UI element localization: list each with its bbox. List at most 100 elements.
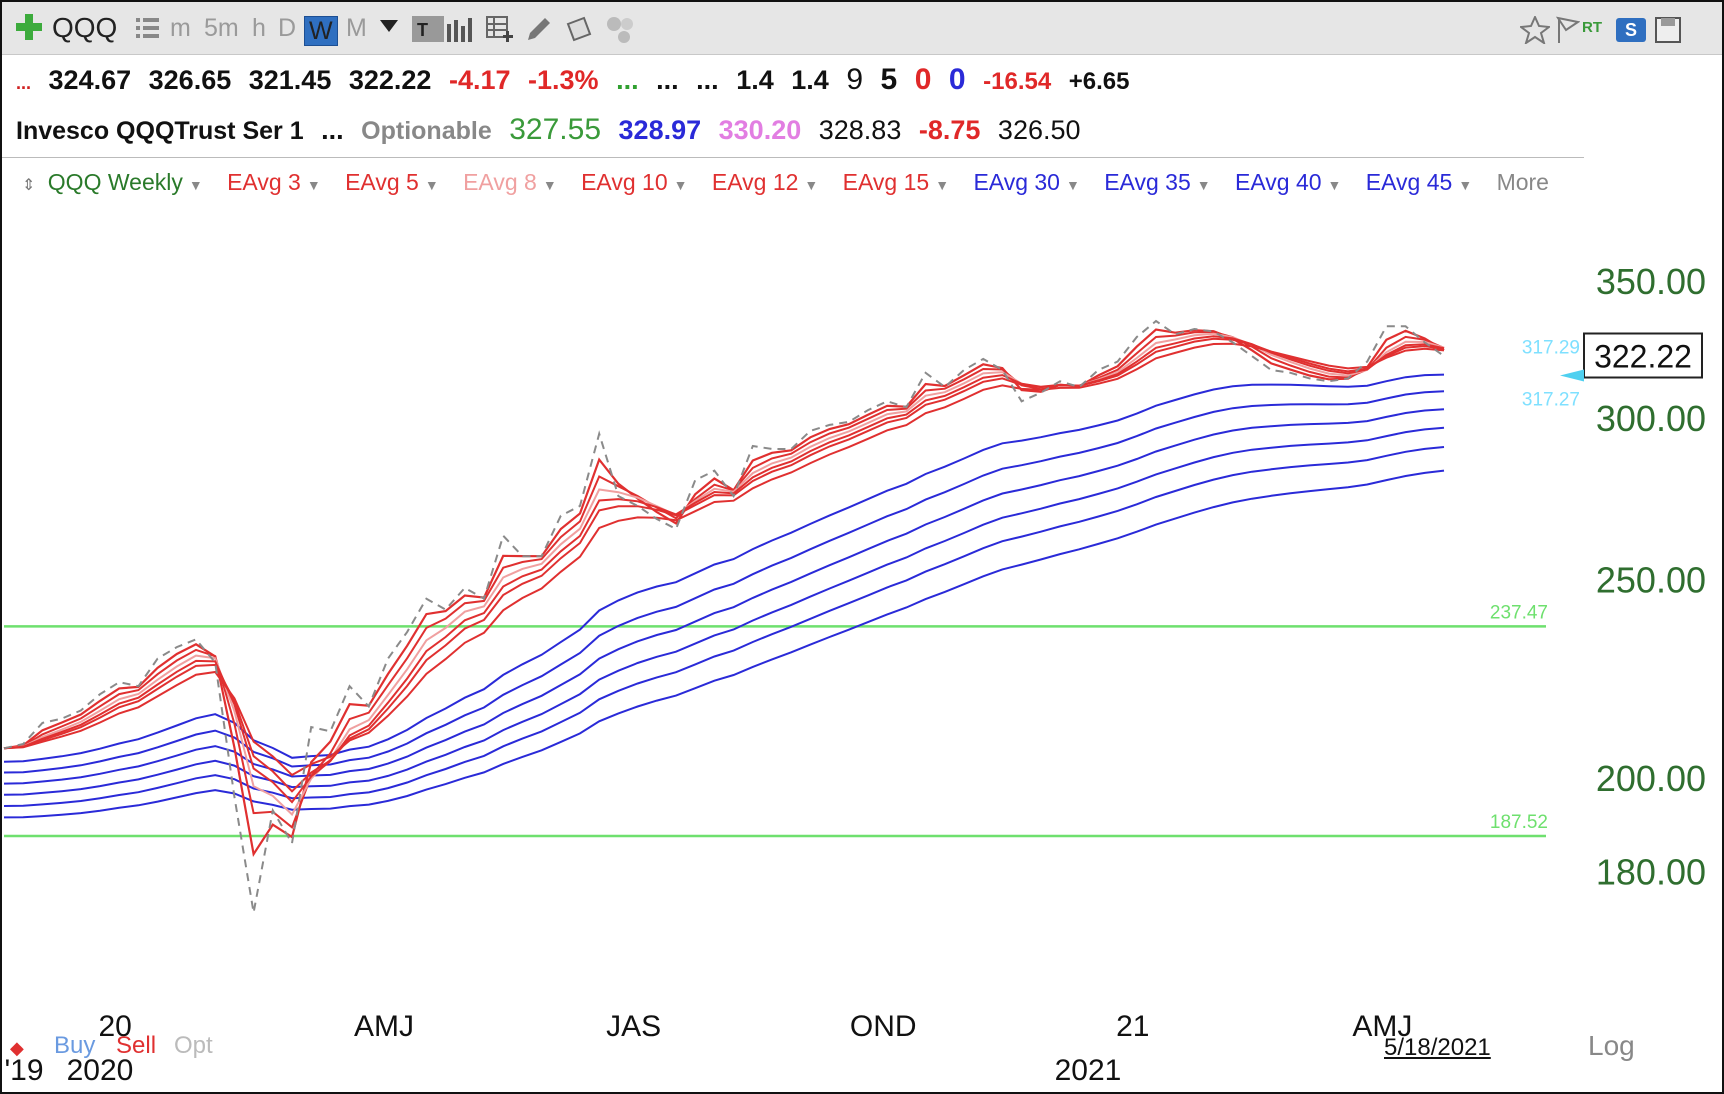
legend-title[interactable]: QQQ Weekly — [47, 169, 183, 195]
x-year-label: 2021 — [1055, 1054, 1122, 1087]
copy-icon[interactable] — [566, 16, 594, 48]
grid-add-icon[interactable] — [486, 16, 514, 48]
separator — [2, 157, 1584, 158]
price-marker-label: 317.29 — [1522, 338, 1580, 359]
sell-arrow-icon[interactable]: ◆ — [10, 1038, 24, 1058]
add-symbol-icon[interactable] — [14, 12, 44, 44]
chevron-down-icon[interactable]: ▼ — [1065, 177, 1080, 193]
quote-line-1: ... 324.67 326.65 321.45 322.22 -4.17 -1… — [16, 60, 1139, 100]
legend-item-eavg10[interactable]: EAvg 10 — [581, 169, 668, 195]
dropdown-icon[interactable] — [380, 20, 398, 52]
chevron-down-icon[interactable]: ▼ — [542, 177, 557, 193]
chevron-down-icon[interactable]: ▼ — [804, 177, 819, 193]
legend-item-eavg35[interactable]: EAvg 35 — [1104, 169, 1191, 195]
quote-v5: 0 — [914, 63, 932, 96]
y-tick-label: 180.00 — [1596, 851, 1706, 892]
interval-h[interactable]: h — [252, 14, 266, 42]
opt-button[interactable]: Opt — [174, 1032, 213, 1059]
text-tool-icon[interactable]: T — [412, 16, 444, 48]
flag-icon[interactable] — [1556, 16, 1580, 48]
indicator-legend: ⇕ QQQ Weekly ▼ EAvg 3 ▼ EAvg 5 ▼ EAvg 8 ▼ EA… — [22, 164, 1555, 200]
quote2-p1: 327.55 — [509, 113, 602, 146]
last-date-label: 5/18/2021 — [1384, 1034, 1491, 1061]
quote-high: 326.65 — [148, 65, 232, 95]
buy-button[interactable]: Buy — [54, 1032, 96, 1059]
ema-line-short — [3, 330, 1445, 829]
x-year-label: 2020 — [67, 1054, 134, 1087]
star-icon[interactable] — [1520, 16, 1550, 48]
x-tick-label: AMJ — [354, 1010, 414, 1043]
y-tick-label: 250.00 — [1596, 560, 1706, 601]
x-tick-label: OND — [850, 1010, 917, 1043]
quote-dots-a: ... — [656, 65, 679, 95]
quote-low: 321.45 — [248, 65, 332, 95]
legend-item-eavg12[interactable]: EAvg 12 — [711, 169, 799, 195]
legend-item-eavg40[interactable]: EAvg 40 — [1235, 169, 1322, 195]
sell-button[interactable]: Sell — [116, 1032, 157, 1059]
interval-mo[interactable]: M — [346, 14, 367, 42]
ema-line-short — [3, 337, 1445, 793]
chevron-down-icon[interactable]: ▼ — [1327, 177, 1342, 193]
quote-v6: 0 — [948, 63, 966, 96]
price-marker-arrow — [1560, 369, 1584, 382]
x-tick-label: AMJ — [1352, 1010, 1412, 1043]
quote2-p4: 328.83 — [818, 115, 902, 145]
interval-m[interactable]: m — [170, 14, 191, 42]
toolbar: QQQ m 5m h D W M T RT S — [2, 2, 1722, 55]
pencil-icon[interactable] — [526, 16, 552, 48]
legend-item-eavg3[interactable]: EAvg 3 — [227, 169, 301, 195]
optionable-label: Optionable — [361, 117, 492, 145]
ema-line-long — [3, 446, 1445, 807]
y-tick-label: 300.00 — [1596, 398, 1706, 439]
quote2-p6: 326.50 — [997, 115, 1081, 145]
legend-more[interactable]: More — [1496, 169, 1549, 195]
last-price-box — [1583, 332, 1703, 379]
hline-label: 187.52 — [1490, 812, 1548, 833]
quote-dots-green: ... — [616, 65, 639, 95]
link-icon[interactable] — [606, 16, 636, 48]
list-icon[interactable] — [136, 16, 160, 48]
quote-dots: ... — [16, 73, 32, 93]
quote2-p3: 330.20 — [718, 115, 802, 145]
x-tick-label: 20 — [99, 1010, 132, 1043]
quote2-p2: 328.97 — [618, 115, 702, 145]
quote2-p5: -8.75 — [918, 115, 981, 145]
quote-dots-b: ... — [696, 65, 719, 95]
ema-line-long — [3, 469, 1445, 819]
log-scale-toggle[interactable]: Log — [1588, 1030, 1635, 1061]
legend-item-eavg8[interactable]: EAvg 8 — [463, 169, 537, 195]
y-tick-label: 350.00 — [1596, 261, 1706, 302]
interval-d[interactable]: D — [278, 14, 297, 42]
symbol-label[interactable]: QQQ — [52, 12, 118, 43]
save-icon[interactable] — [1654, 16, 1682, 48]
interval-5m[interactable]: 5m — [204, 14, 239, 42]
quote-v8: +6.65 — [1068, 68, 1130, 95]
ema-line-short — [3, 332, 1445, 817]
ema-line-long — [3, 408, 1445, 785]
chevron-down-icon[interactable]: ▼ — [1458, 177, 1473, 193]
legend-item-eavg30[interactable]: EAvg 30 — [973, 169, 1060, 195]
rt-icon[interactable]: RT — [1582, 19, 1602, 36]
chevron-down-icon[interactable]: ▼ — [424, 177, 439, 193]
chevron-down-icon[interactable]: ▼ — [935, 177, 950, 193]
chevron-down-icon[interactable]: ▼ — [1196, 177, 1211, 193]
drag-handle-icon[interactable]: ⇕ — [22, 177, 36, 194]
quote-line-2: Invesco QQQTrust Ser 1 ... Optionable 32… — [16, 110, 1091, 150]
hline-label: 237.47 — [1490, 602, 1548, 623]
interval-w[interactable]: W — [304, 16, 338, 46]
quote-change: -4.17 — [448, 65, 511, 95]
quote-v2: 1.4 — [791, 65, 829, 95]
legend-item-eavg45[interactable]: EAvg 45 — [1365, 169, 1453, 195]
legend-item-eavg15[interactable]: EAvg 15 — [842, 169, 930, 195]
chevron-down-icon[interactable]: ▼ — [188, 177, 203, 193]
security-name: Invesco QQQTrust Ser 1 — [16, 117, 304, 145]
chevron-down-icon[interactable]: ▼ — [306, 177, 321, 193]
s-icon[interactable]: S — [1616, 18, 1646, 42]
chevron-down-icon[interactable]: ▼ — [673, 177, 688, 193]
x-tick-label: JAS — [606, 1010, 661, 1043]
quote-v7: -16.54 — [983, 68, 1052, 95]
bar-style-icon[interactable] — [446, 18, 474, 50]
quote2-dots: ... — [321, 115, 344, 145]
legend-item-eavg5[interactable]: EAvg 5 — [345, 169, 419, 195]
